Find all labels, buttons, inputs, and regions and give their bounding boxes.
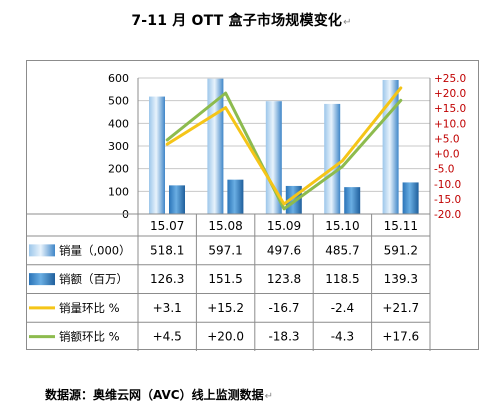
line-sales-volume-mom bbox=[165, 86, 403, 206]
table-value: 139.3 bbox=[384, 272, 418, 286]
bar-sales-volume bbox=[207, 78, 224, 214]
page-title-text: 7-11 月 OTT 盒子市场规模变化 bbox=[131, 13, 343, 29]
table-value: +15.2 bbox=[207, 301, 244, 315]
bar-sales-amount bbox=[344, 187, 361, 214]
table-value: +17.6 bbox=[382, 330, 419, 344]
paragraph-return-mark: ↵ bbox=[343, 17, 352, 28]
left-axis-tick-label: 100 bbox=[108, 185, 129, 198]
right-axis-tick-label: -20.0 bbox=[434, 209, 461, 221]
paragraph-return-mark: ↵ bbox=[264, 391, 273, 402]
table-value: +3.1 bbox=[153, 301, 182, 315]
right-axis-tick-label: +10.0 bbox=[434, 118, 466, 130]
table-value: 123.8 bbox=[267, 272, 301, 286]
bar-sales-amount bbox=[169, 185, 185, 214]
series-name: 销额环比 % bbox=[59, 330, 120, 344]
category-label: 15.07 bbox=[150, 219, 184, 233]
bar-sales-volume bbox=[265, 101, 282, 214]
source-note-text: 数据源：奥维云网（AVC）线上监测数据 bbox=[45, 388, 264, 402]
left-axis-tick-label: 200 bbox=[108, 163, 129, 176]
table-value: 591.2 bbox=[384, 243, 418, 257]
category-label: 15.11 bbox=[384, 219, 418, 233]
table-value: 518.1 bbox=[150, 243, 184, 257]
table-value: 597.1 bbox=[208, 243, 242, 257]
bar-sales-volume bbox=[382, 79, 399, 215]
line-sales-amount-mom bbox=[165, 91, 403, 211]
table-value: +4.5 bbox=[153, 330, 182, 344]
bar-sales-volume bbox=[149, 96, 165, 214]
table-value: -16.7 bbox=[268, 301, 299, 315]
series-name: 销额（百万） bbox=[59, 272, 128, 286]
source-note: 数据源：奥维云网（AVC）线上监测数据↵ bbox=[45, 386, 273, 403]
table-value: -18.3 bbox=[268, 330, 299, 344]
right-axis-tick-label: -15.0 bbox=[434, 194, 461, 206]
table-value: 118.5 bbox=[325, 272, 359, 286]
category-label: 15.10 bbox=[325, 219, 359, 233]
series-name: 销量（,000） bbox=[59, 243, 131, 257]
right-axis-tick-label: +25.0 bbox=[434, 73, 466, 85]
series-name: 销量环比 % bbox=[59, 301, 120, 315]
legend-key-sales-amount bbox=[29, 273, 55, 286]
bar-sales-amount bbox=[402, 182, 419, 214]
right-axis-tick-label: +5.0 bbox=[434, 133, 460, 145]
left-axis-tick-label: 600 bbox=[108, 72, 129, 85]
bar-sales-amount bbox=[227, 179, 244, 214]
right-axis-tick-label: +15.0 bbox=[434, 103, 466, 115]
table-value: +20.0 bbox=[207, 330, 244, 344]
table-value: 497.6 bbox=[267, 243, 301, 257]
right-axis-tick-label: +0.0 bbox=[434, 149, 460, 161]
table-value: 485.7 bbox=[325, 243, 359, 257]
bar-sales-volume bbox=[324, 103, 341, 214]
chart-frame: 0100200300400500600+25.0+20.0+15.0+10.0+… bbox=[26, 60, 479, 351]
table-value: -4.3 bbox=[331, 330, 354, 344]
table-value: +21.7 bbox=[382, 301, 419, 315]
legend-key-sales-volume bbox=[29, 244, 55, 257]
page-title: 7-11 月 OTT 盒子市场规模变化↵ bbox=[0, 10, 483, 30]
chart-svg: 0100200300400500600+25.0+20.0+15.0+10.0+… bbox=[27, 72, 466, 351]
category-label: 15.09 bbox=[267, 219, 301, 233]
left-axis-tick-label: 300 bbox=[108, 140, 129, 153]
table-value: 151.5 bbox=[208, 272, 242, 286]
left-axis-tick-label: 500 bbox=[108, 95, 129, 108]
right-axis-tick-label: -5.0 bbox=[434, 164, 455, 176]
right-axis-tick-label: +20.0 bbox=[434, 88, 466, 100]
table-value: -2.4 bbox=[331, 301, 354, 315]
category-label: 15.08 bbox=[208, 219, 242, 233]
right-axis-tick-label: -10.0 bbox=[434, 179, 461, 191]
left-axis-tick-label: 400 bbox=[108, 117, 129, 130]
table-value: 126.3 bbox=[150, 272, 184, 286]
